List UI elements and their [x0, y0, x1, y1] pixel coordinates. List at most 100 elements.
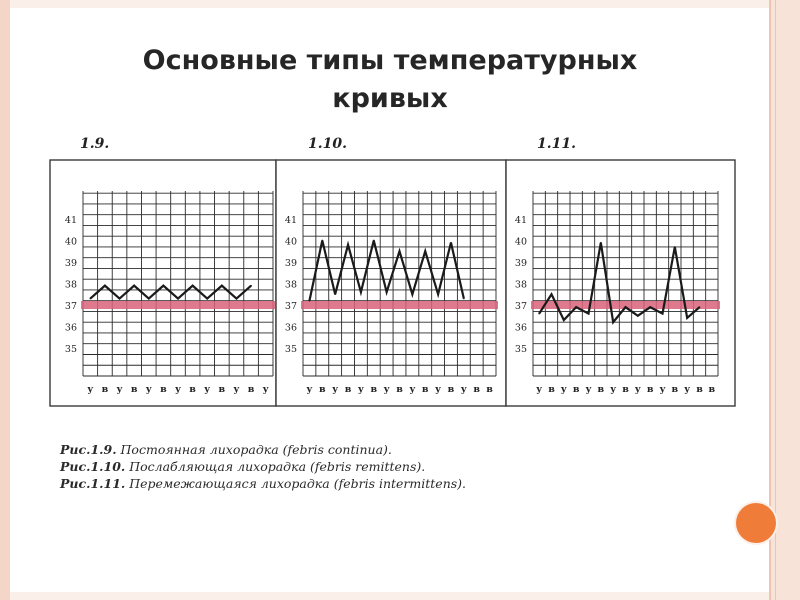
temperature-point — [250, 284, 252, 287]
temperature-point — [221, 284, 223, 287]
panel-label: 1.10. — [308, 136, 347, 152]
temperature-point — [104, 284, 106, 287]
temperature-point — [206, 297, 209, 300]
temperature-series-line — [538, 242, 701, 325]
temperature-point — [385, 291, 388, 293]
y-tick-label: 36 — [515, 323, 527, 334]
x-tick-label: в — [319, 384, 326, 395]
caption-figure-number: Рис.1.9. — [59, 442, 117, 457]
x-tick-label: у — [610, 384, 616, 395]
temperature-point — [463, 297, 465, 300]
slide-title: Основные типы температурных кривых — [60, 42, 720, 118]
decorative-orange-circle — [736, 503, 776, 543]
temperature-point — [563, 319, 565, 321]
temperature-point — [674, 246, 676, 248]
x-tick-label: у — [684, 384, 690, 395]
y-tick-label: 35 — [285, 344, 297, 355]
panel-label: 1.9. — [80, 136, 109, 152]
slide-bottom-edge — [10, 592, 770, 600]
caption-text: Послабляющая лихорадка (febris remittens… — [125, 459, 425, 474]
x-tick-label: в — [160, 384, 167, 395]
y-tick-label: 37 — [515, 301, 527, 312]
x-tick-label: у — [585, 384, 591, 395]
figure-captions: Рис.1.9. Постоянная лихорадка (febris co… — [59, 442, 466, 491]
x-tick-label: в — [573, 384, 580, 395]
temperature-point — [147, 297, 150, 300]
x-tick-label: в — [370, 384, 377, 395]
temperature-point — [334, 293, 336, 296]
panel-border — [505, 159, 736, 407]
x-tick-label: у — [332, 384, 338, 395]
slide-title-line-2: кривых — [332, 83, 448, 114]
x-tick-label: у — [175, 384, 181, 395]
x-tick-label: в — [248, 384, 255, 395]
y-tick-label: 35 — [515, 344, 527, 355]
y-tick-label: 37 — [65, 301, 77, 312]
temperature-point — [191, 284, 194, 287]
temperature-point — [637, 314, 639, 317]
x-tick-label: у — [561, 384, 567, 395]
normal-temperature-band — [81, 301, 275, 310]
temperature-point — [372, 239, 375, 242]
x-tick-label: у — [263, 384, 269, 395]
temperature-point — [398, 250, 401, 253]
x-tick-label: в — [598, 384, 605, 395]
x-tick-label: у — [659, 384, 665, 395]
y-tick-label: 39 — [515, 258, 527, 269]
temperature-point — [587, 312, 590, 315]
slide-left-edge — [0, 0, 10, 600]
x-tick-label: у — [146, 384, 152, 395]
x-tick-label: в — [396, 384, 403, 395]
figure-caption-1: Рис.1.9. Постоянная лихорадка (febris co… — [59, 442, 392, 457]
y-tick-label: 35 — [65, 344, 77, 355]
y-tick-label: 40 — [65, 236, 77, 247]
x-tick-label: в — [102, 384, 109, 395]
y-tick-label: 38 — [285, 280, 297, 291]
panel-label: 1.11. — [537, 136, 576, 152]
x-tick-label: у — [204, 384, 210, 395]
temperature-point — [661, 312, 664, 315]
x-tick-label: у — [306, 384, 312, 395]
x-tick-label: у — [409, 384, 415, 395]
y-tick-label: 40 — [515, 236, 527, 247]
x-tick-label: у — [233, 384, 239, 395]
x-tick-label: у — [635, 384, 641, 395]
y-tick-label: 39 — [65, 258, 77, 269]
y-tick-label: 39 — [285, 258, 297, 269]
slide-top-edge — [10, 0, 770, 8]
temperature-point — [347, 243, 349, 246]
temperature-point — [177, 297, 179, 300]
x-tick-label: у — [435, 384, 441, 395]
figure-caption-2: Рис.1.10. Послабляющая лихорадка (febris… — [59, 459, 425, 474]
temperature-point — [624, 306, 627, 308]
y-tick-label: 36 — [285, 323, 297, 334]
x-tick-label: в — [345, 384, 352, 395]
y-tick-label: 40 — [285, 236, 297, 247]
slide-right-rule-thin — [775, 0, 776, 600]
panel-border — [49, 159, 277, 407]
x-tick-label: в — [709, 384, 716, 395]
x-tick-label: в — [486, 384, 493, 395]
temperature-point — [133, 284, 135, 287]
x-tick-label: у — [358, 384, 364, 395]
x-tick-label: в — [647, 384, 654, 395]
temperature-point — [600, 241, 602, 244]
temperature-series-line — [89, 284, 252, 301]
slide-right-rule — [769, 0, 771, 600]
y-tick-label: 41 — [285, 215, 297, 226]
caption-text: Перемежающаяся лихорадка (febris intermi… — [125, 476, 466, 491]
x-tick-label: в — [473, 384, 480, 395]
normal-temperature-band — [301, 301, 498, 310]
caption-figure-number: Рис.1.10. — [59, 459, 125, 474]
temperature-point — [162, 284, 165, 287]
y-tick-label: 41 — [65, 215, 77, 226]
x-tick-label: в — [548, 384, 555, 395]
x-tick-label: в — [422, 384, 429, 395]
temperature-point — [89, 297, 92, 300]
x-tick-label: в — [189, 384, 196, 395]
temperature-point — [118, 297, 121, 300]
temperature-point — [321, 239, 324, 242]
